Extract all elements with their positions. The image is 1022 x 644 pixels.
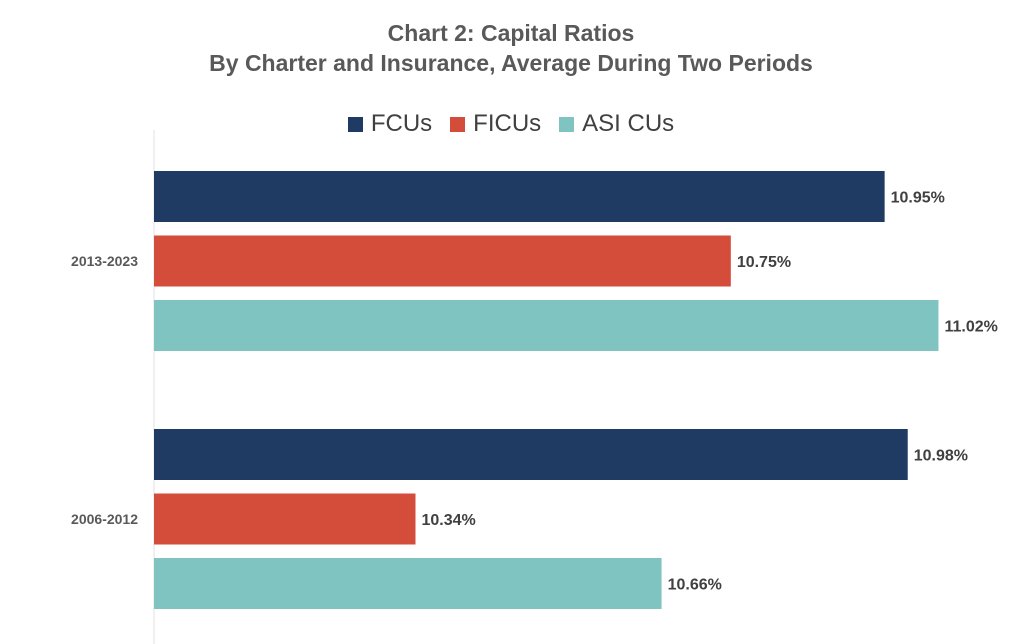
data-label: 10.66% <box>668 577 722 594</box>
chart-title: Chart 2: Capital Ratios <box>387 20 635 46</box>
legend-label-ficus: FICUs <box>473 110 542 137</box>
data-label: 10.98% <box>914 448 968 465</box>
chart-legend: FCUs FICUs ASI CUs <box>0 110 1022 138</box>
data-label: 10.34% <box>421 512 475 529</box>
legend-item-fcus: FCUs <box>347 110 433 138</box>
legend-label-fcus: FCUs <box>370 110 433 137</box>
bar-fcus-2006-2012 <box>154 429 908 480</box>
data-label: 11.02% <box>944 319 997 336</box>
bar-ficus-2013-2023 <box>154 235 731 287</box>
category-tick-label: 2006-2012 <box>71 511 138 527</box>
legend-item-ficus: FICUs <box>450 110 541 138</box>
category-tick-label: 2013-2023 <box>71 253 138 269</box>
legend-swatch-fcus <box>347 116 363 132</box>
data-label: 10.75% <box>737 254 791 271</box>
legend-swatch-asi-cus <box>559 116 575 132</box>
legend-label-asi-cus: ASI CUs <box>582 110 675 137</box>
chart-subtitle: By Charter and Insurance, Average During… <box>209 50 813 76</box>
data-label: 10.95% <box>891 190 945 207</box>
bar-fcus-2013-2023 <box>154 171 885 222</box>
legend-swatch-ficus <box>450 116 466 132</box>
bar-asi-cus-2006-2012 <box>154 558 662 609</box>
bar-ficus-2006-2012 <box>154 493 416 545</box>
legend-item-asi-cus: ASI CUs <box>559 110 674 138</box>
bar-asi-cus-2013-2023 <box>154 300 939 351</box>
